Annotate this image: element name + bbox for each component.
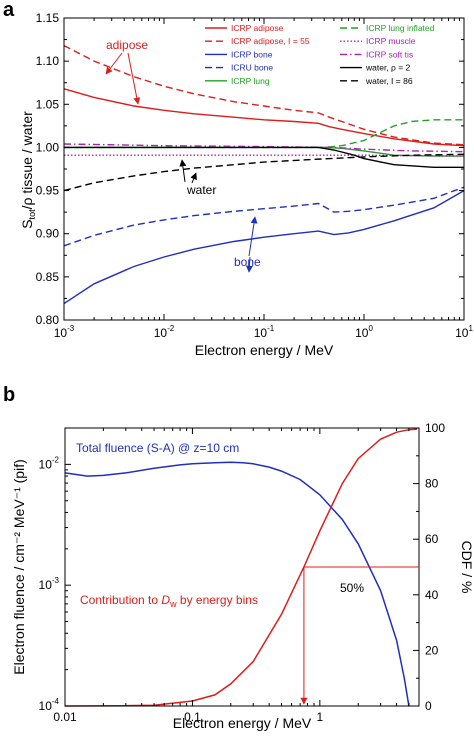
contribution-d: D bbox=[161, 593, 170, 607]
x-tick-exp: -3 bbox=[67, 324, 75, 333]
cdf-50-marker bbox=[300, 566, 419, 705]
arrow-bone-1 bbox=[248, 216, 258, 257]
contribution-text: Contribution to bbox=[80, 593, 161, 607]
x-tick-exp: 0 bbox=[368, 324, 373, 333]
b-x-tick-label: 0.1 bbox=[184, 710, 201, 724]
panel-b-xlabel: Electron energy / MeV bbox=[173, 715, 312, 731]
series-line-4 bbox=[63, 186, 465, 247]
panel-b-label: b bbox=[3, 384, 15, 406]
panel-b-ylabel-left: Electron fluence / cm⁻² MeV⁻¹ (pif) bbox=[11, 459, 27, 675]
arrow-adipose-2 bbox=[127, 52, 141, 105]
b-yl-tick-label: 10-3 bbox=[39, 576, 60, 592]
arrow-adipose-1 bbox=[105, 52, 123, 75]
annotation-contribution: Contribution to Dw by energy bins bbox=[80, 593, 258, 609]
legend-label: ICRU bone bbox=[231, 63, 273, 73]
annotation-bone: bone bbox=[234, 255, 261, 269]
b-yl-tick-label: 10-4 bbox=[39, 697, 60, 713]
y-tick-label: 1.05 bbox=[36, 97, 60, 111]
b-yr-tick-label: 60 bbox=[425, 532, 439, 546]
b-x-tick-label: 1 bbox=[317, 710, 324, 724]
x-tick-label: 10-1 bbox=[254, 324, 275, 340]
arrow-bone-2 bbox=[245, 256, 253, 273]
legend-label: ICRP adipose, I = 55 bbox=[231, 36, 310, 46]
x-tick-label: 10-2 bbox=[154, 324, 175, 340]
x-tick-base: 10 bbox=[54, 326, 68, 340]
panel-b-series bbox=[64, 428, 418, 707]
b-yr-tick-label: 80 bbox=[425, 477, 439, 491]
cdf-line bbox=[64, 428, 418, 707]
x-tick-label: 10-3 bbox=[54, 324, 75, 340]
ylabel-rest: /ρ tissue / water bbox=[19, 111, 35, 210]
series-line-1 bbox=[63, 88, 465, 147]
x-tick-base: 10 bbox=[355, 326, 369, 340]
y-tick-label: 1.15 bbox=[36, 11, 60, 25]
x-tick-exp: -2 bbox=[167, 324, 175, 333]
ylabel-s: S bbox=[19, 219, 35, 228]
b-yr-tick-label: 40 bbox=[425, 588, 439, 602]
x-tick-label: 101 bbox=[455, 324, 473, 340]
y-tick-label: 0.80 bbox=[36, 313, 60, 327]
b-yl-tick-exp: -3 bbox=[52, 576, 60, 585]
y-tick-label: 1.00 bbox=[36, 140, 60, 154]
x-tick-exp: 1 bbox=[468, 324, 473, 333]
y-tick-label: 0.95 bbox=[36, 184, 60, 198]
legend-label: ICRP lung bbox=[231, 76, 270, 86]
b-yl-tick-exp: -4 bbox=[52, 697, 60, 706]
annotation-50-percent: 50% bbox=[340, 581, 364, 595]
panel-b-ylabel-right: CDF / % bbox=[459, 541, 474, 594]
b-yl-tick-exp: -2 bbox=[52, 455, 60, 464]
b-yr-tick-label: 0 bbox=[425, 699, 432, 713]
series-line-9 bbox=[64, 146, 464, 168]
panel-a-xlabel: Electron energy / MeV bbox=[195, 342, 334, 358]
annotation-water: water bbox=[186, 183, 216, 197]
series-line-3 bbox=[63, 189, 465, 305]
x-tick-base: 10 bbox=[254, 326, 268, 340]
legend-label: ICRP bone bbox=[231, 49, 273, 59]
y-tick-label: 0.85 bbox=[36, 270, 60, 284]
contribution-after: by energy bins bbox=[177, 593, 258, 607]
legend-label: water, I = 86 bbox=[365, 76, 413, 86]
b-yr-tick-label: 20 bbox=[425, 643, 439, 657]
series-line-6 bbox=[64, 119, 464, 149]
series-line-2 bbox=[63, 44, 465, 146]
arrow-water-2 bbox=[190, 172, 197, 184]
x-tick-label: 100 bbox=[355, 324, 373, 340]
arrow-water-1 bbox=[179, 159, 187, 183]
b-yr-tick-label: 100 bbox=[425, 421, 445, 435]
panel-a-ylabel: Stot/ρ tissue / water bbox=[19, 111, 37, 229]
fluence-line bbox=[64, 461, 410, 707]
legend-label: ICRP soft tis bbox=[366, 49, 413, 59]
b-x-tick-label: 0.01 bbox=[53, 710, 77, 724]
legend-label: water, ρ = 2 bbox=[365, 63, 411, 73]
legend-label: ICRP lung inflated bbox=[366, 23, 435, 33]
x-tick-exp: -1 bbox=[267, 324, 275, 333]
annotation-adipose: adipose bbox=[106, 38, 148, 52]
b-yl-tick-base: 10 bbox=[39, 457, 53, 471]
panel-a-frame bbox=[63, 17, 465, 321]
y-tick-label: 0.90 bbox=[36, 227, 60, 241]
series-line-10 bbox=[63, 153, 465, 192]
x-tick-base: 10 bbox=[154, 326, 168, 340]
b-yl-tick-base: 10 bbox=[39, 699, 53, 713]
b-yl-tick-base: 10 bbox=[39, 578, 53, 592]
b-yl-tick-label: 10-2 bbox=[39, 455, 60, 471]
legend-label: ICRP adipose bbox=[231, 23, 284, 33]
annotation-total-fluence: Total fluence (S-A) @ z=10 cm bbox=[76, 441, 239, 455]
ylabel-sub: tot bbox=[27, 209, 37, 220]
panel-a-legend: ICRP adipose ICRP adipose, I = 55 ICRP bon… bbox=[205, 23, 435, 86]
panel-a-series bbox=[63, 44, 465, 305]
y-tick-label: 1.10 bbox=[36, 54, 60, 68]
contribution-sub: w bbox=[169, 599, 177, 609]
legend-label: ICRP muscle bbox=[366, 36, 416, 46]
x-tick-base: 10 bbox=[455, 326, 469, 340]
panel-a-label: a bbox=[3, 0, 15, 21]
